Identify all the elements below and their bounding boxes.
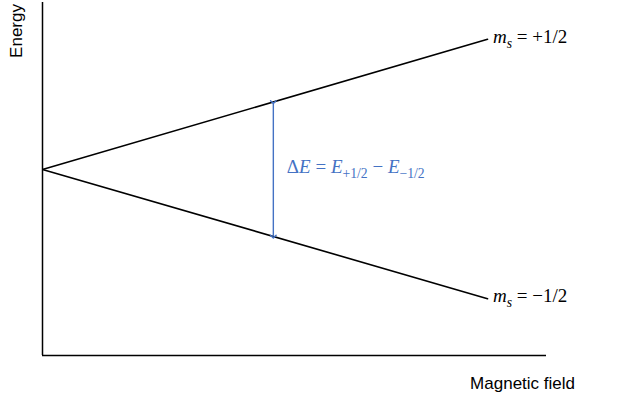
svg-text:Magnetic field: Magnetic field [470, 374, 575, 393]
svg-text:ms = +1/2: ms = +1/2 [493, 26, 567, 51]
svg-text:ms = −1/2: ms = −1/2 [493, 286, 567, 311]
svg-text:ΔE = E+1/2 − E−1/2: ΔE = E+1/2 − E−1/2 [287, 156, 425, 181]
svg-text:Energy: Energy [7, 4, 26, 58]
